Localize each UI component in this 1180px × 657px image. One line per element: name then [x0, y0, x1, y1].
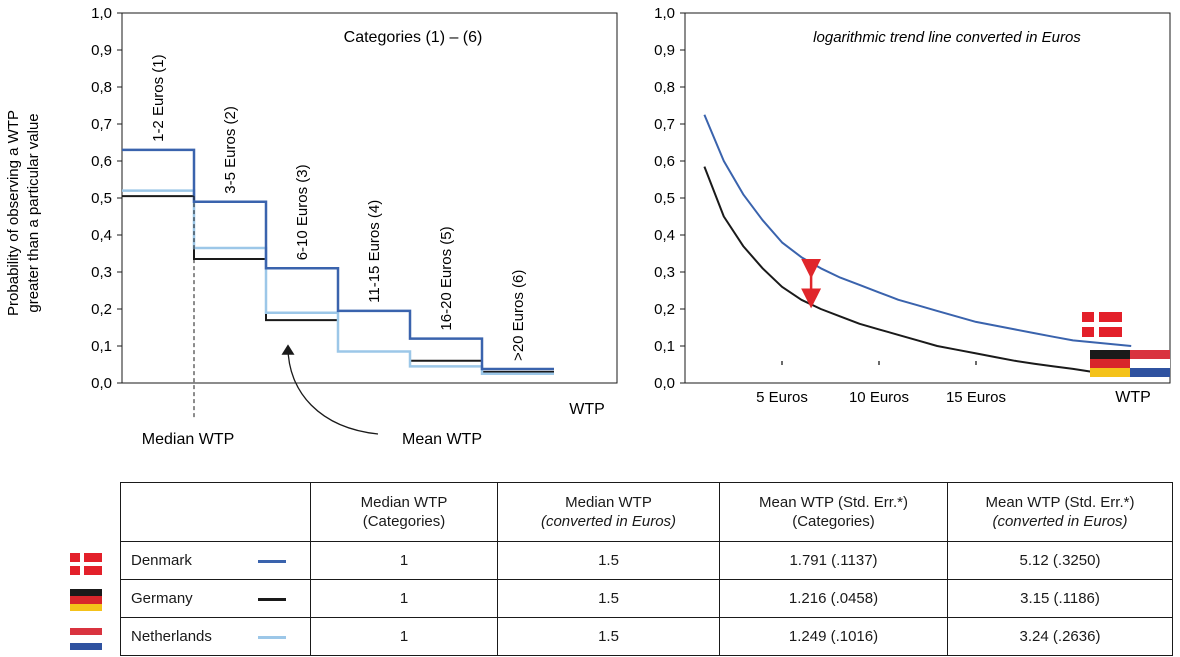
denmark-flag-icon [70, 553, 102, 575]
y-axis-label-2: greater than a particular value [25, 113, 42, 312]
y-tick-label: 0,0 [91, 375, 112, 392]
left-step-chart: 0,0 0,1 0,2 0,3 0,4 0,5 0,6 0,7 0,8 0,9 1,0 Catego… [91, 5, 618, 448]
charts-area: Probability of observing a WTP greater t… [5, 5, 1171, 448]
median-cat-cell: 1 [310, 579, 498, 618]
right-trend-chart: 0,0 0,1 0,2 0,3 0,4 0,5 0,6 0,7 0,8 0,9 1,0 logari… [654, 5, 1171, 406]
germany-flag-icon [1090, 350, 1130, 377]
y-tick-label: 0,9 [654, 42, 675, 59]
mean-cat-cell: 1.216 (.0458) [719, 579, 948, 618]
country-cell: Netherlands [120, 617, 311, 656]
table-header-row: Median WTP (Categories) Median WTP (conver… [120, 482, 1173, 542]
country-cell: Germany [120, 579, 311, 618]
y-tick-label: 0,1 [91, 338, 112, 355]
y-tick-label: 0,6 [654, 153, 675, 170]
country-cell: Denmark [120, 541, 311, 580]
x-tick-label: 15 Euros [946, 389, 1006, 406]
category-label: 11-15 Euros (4) [366, 200, 383, 303]
right-chart-title: logarithmic trend line converted in Euro… [813, 29, 1081, 46]
median-wtp-label: Median WTP [142, 431, 234, 448]
step-line-denmark [122, 148, 554, 371]
y-tick-label: 0,2 [654, 301, 675, 318]
x-tick-label: 5 Euros [756, 389, 808, 406]
left-x-axis-label: WTP [569, 401, 605, 418]
header-median-euros: Median WTP (converted in Euros) [497, 482, 720, 542]
y-tick-label: 1,0 [91, 5, 112, 22]
category-label: 1-2 Euros (1) [150, 54, 167, 142]
y-tick-label: 0,0 [654, 375, 675, 392]
y-tick-label: 0,7 [654, 116, 675, 133]
mean-eur-cell: 3.15 (.1186) [947, 579, 1173, 618]
germany-flag-icon [70, 589, 102, 611]
legend-swatch-germany [258, 597, 286, 601]
left-y-ticks: 0,0 0,1 0,2 0,3 0,4 0,5 0,6 0,7 0,8 0,9 1,0 [91, 5, 122, 392]
mean-eur-cell: 5.12 (.3250) [947, 541, 1173, 580]
category-labels: 1-2 Euros (1) 3-5 Euros (2) 6-10 Euros (3)… [150, 54, 527, 361]
denmark-flag-icon [1082, 312, 1122, 337]
right-x-ticks: 5 Euros 10 Euros 15 Euros [756, 361, 1006, 406]
median-eur-cell: 1.5 [497, 579, 720, 618]
trend-line-denmark [703, 114, 1132, 347]
y-tick-label: 0,4 [91, 227, 112, 244]
right-y-ticks: 0,0 0,1 0,2 0,3 0,4 0,5 0,6 0,7 0,8 0,9 1,0 [654, 5, 685, 392]
y-tick-label: 0,5 [654, 190, 675, 207]
netherlands-flag-icon [70, 628, 102, 650]
categories-label: Categories (1) – (6) [344, 29, 483, 46]
trend-series [703, 114, 1132, 377]
header-empty-cell [120, 482, 311, 542]
y-tick-label: 0,6 [91, 153, 112, 170]
y-tick-label: 0,2 [91, 301, 112, 318]
category-label: >20 Euros (6) [510, 270, 527, 361]
median-cat-cell: 1 [310, 541, 498, 580]
y-tick-label: 0,4 [654, 227, 675, 244]
step-series [122, 148, 554, 375]
y-tick-label: 0,8 [654, 79, 675, 96]
netherlands-flag-icon [1130, 350, 1170, 377]
median-eur-cell: 1.5 [497, 541, 720, 580]
y-tick-label: 0,3 [91, 264, 112, 281]
category-label: 6-10 Euros (3) [294, 164, 311, 260]
wtp-summary-table: Median WTP (Categories) Median WTP (conver… [120, 482, 1173, 656]
legend-swatch-denmark [258, 559, 286, 563]
table-row: Netherlands 1 1.5 1.249 (.1016) 3.24 (.2… [120, 617, 1173, 656]
mean-wtp-label: Mean WTP [402, 431, 482, 448]
median-eur-cell: 1.5 [497, 617, 720, 656]
header-mean-euros: Mean WTP (Std. Err.*) (converted in Euros… [947, 482, 1173, 542]
right-x-axis-label: WTP [1115, 389, 1151, 406]
legend-swatch-netherlands [258, 635, 286, 639]
category-label: 3-5 Euros (2) [222, 106, 239, 194]
y-tick-label: 0,5 [91, 190, 112, 207]
table-row: Germany 1 1.5 1.216 (.0458) 3.15 (.1186) [120, 579, 1173, 618]
y-axis-label-1: Probability of observing a WTP [5, 110, 22, 316]
y-tick-label: 0,1 [654, 338, 675, 355]
header-median-categories: Median WTP (Categories) [310, 482, 498, 542]
trend-line-germany [703, 166, 1132, 377]
median-cat-cell: 1 [310, 617, 498, 656]
y-tick-label: 0,3 [654, 264, 675, 281]
y-tick-label: 0,8 [91, 79, 112, 96]
x-tick-label: 10 Euros [849, 389, 909, 406]
y-tick-label: 0,9 [91, 42, 112, 59]
table-row: Denmark 1 1.5 1.791 (.1137) 5.12 (.3250) [120, 541, 1173, 580]
y-tick-label: 1,0 [654, 5, 675, 22]
mean-wtp-arrow [281, 344, 379, 435]
mean-eur-cell: 3.24 (.2636) [947, 617, 1173, 656]
category-label: 16-20 Euros (5) [438, 226, 455, 330]
header-mean-categories: Mean WTP (Std. Err.*) (Categories) [719, 482, 948, 542]
mean-cat-cell: 1.791 (.1137) [719, 541, 948, 580]
left-plot-frame [121, 12, 618, 384]
y-tick-label: 0,7 [91, 116, 112, 133]
mean-cat-cell: 1.249 (.1016) [719, 617, 948, 656]
